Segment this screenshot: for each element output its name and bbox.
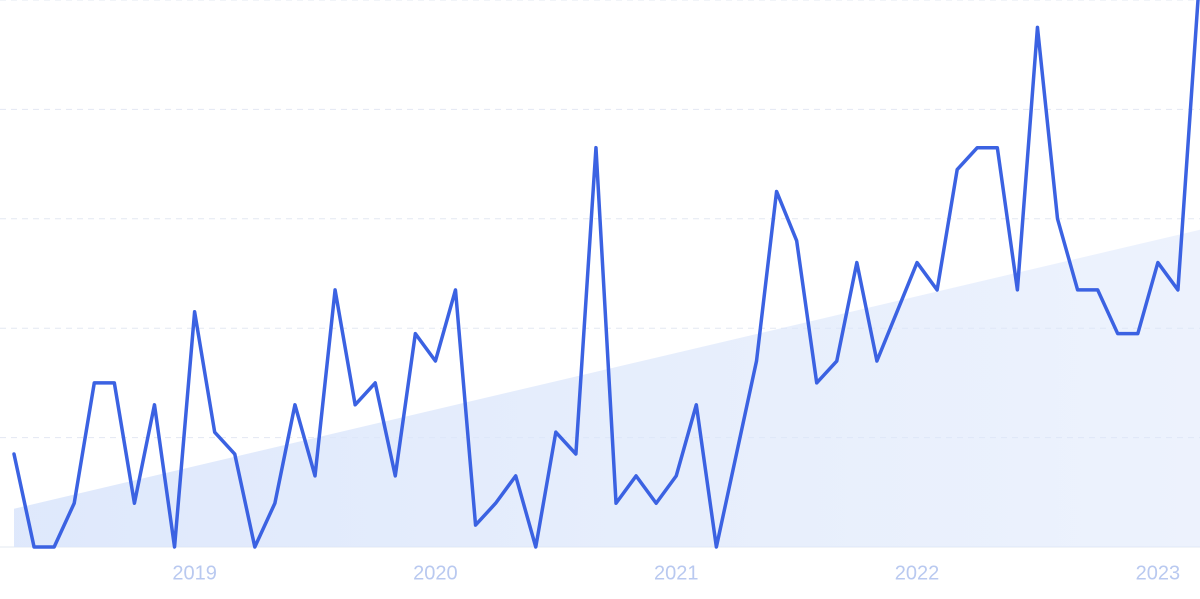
line-series [12,0,1200,549]
x-tick-label: 2023 [1136,562,1181,584]
x-tick-label: 2022 [895,562,940,584]
x-tick-label: 2019 [172,562,217,584]
x-tick-label: 2021 [654,562,699,584]
trend-area [14,229,1200,548]
x-tick-label: 2020 [413,562,458,584]
